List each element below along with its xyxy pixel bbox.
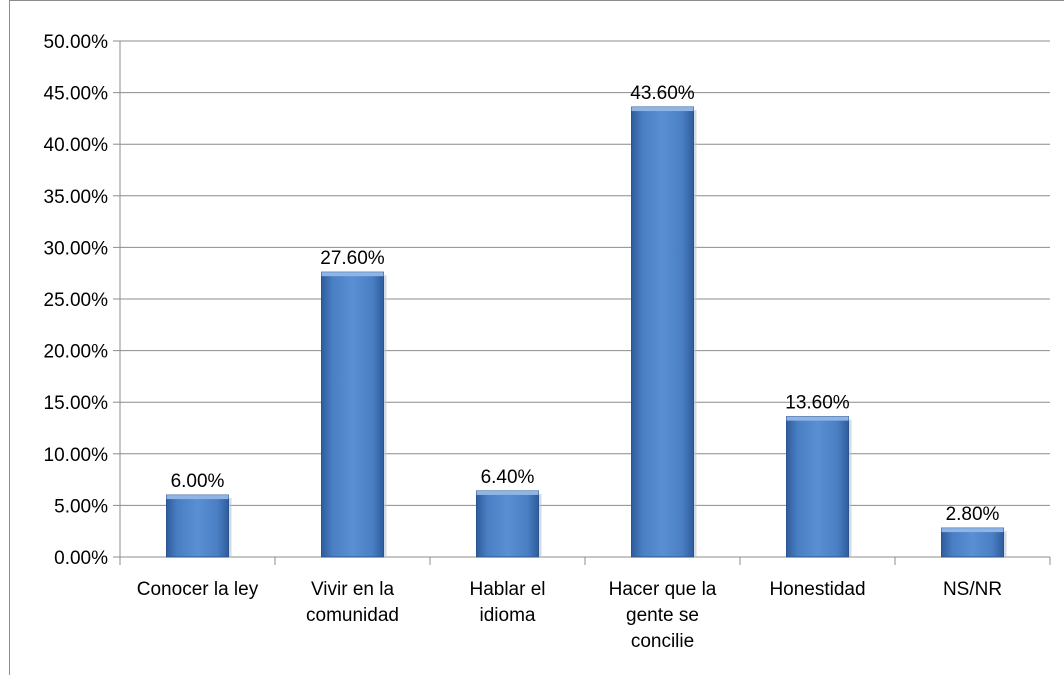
category-label-line: Conocer la ley [137, 579, 259, 600]
axes [113, 40, 1051, 565]
y-tick-label: 20.00% [44, 342, 109, 363]
y-tick-label: 25.00% [44, 290, 109, 311]
category-label-line: Vivir en la [311, 579, 395, 600]
y-tick-label: 45.00% [44, 84, 109, 105]
category-label-line: concilie [631, 631, 694, 652]
bar [786, 416, 849, 558]
category-label: Vivir en la comunidad [306, 579, 399, 626]
category-label-line: Hablar el [469, 579, 545, 600]
bar-top-highlight [941, 528, 1004, 533]
category-label-line: Hacer que la [609, 579, 717, 600]
category-label: NS/NR [943, 579, 1002, 600]
bar-top-highlight [631, 107, 694, 112]
data-label: 2.80% [946, 504, 1000, 525]
bar-top-highlight [166, 495, 229, 500]
y-tick-labels: 0.00% 5.00% 10.00% 15.00% 20.00% 25.00% 30.00%… [44, 32, 109, 569]
bar-top-highlight [321, 272, 384, 277]
gridlines [120, 40, 1050, 558]
data-labels: 6.00% 27.60% 6.40% 43.60% 13.60% 2.80% [171, 83, 1000, 525]
data-label: 6.40% [481, 467, 535, 488]
category-label-line: idioma [480, 605, 536, 626]
bar [321, 271, 384, 558]
data-label: 43.60% [630, 83, 695, 104]
category-label-line: Honestidad [769, 579, 865, 600]
bars [166, 106, 1007, 558]
bar-top-highlight [476, 490, 539, 495]
y-tick-label: 50.00% [44, 32, 109, 53]
y-tick-label: 15.00% [44, 393, 109, 414]
bar [631, 106, 694, 558]
y-tick-label: 0.00% [54, 548, 108, 569]
bar [941, 527, 1004, 558]
category-label: Honestidad [769, 579, 865, 600]
bar-top-highlight [786, 416, 849, 421]
y-tick-label: 40.00% [44, 135, 109, 156]
y-tick-label: 5.00% [54, 496, 108, 517]
category-label-line: gente se [626, 605, 699, 626]
chart-frame [9, 0, 1064, 675]
category-label: Hacer que la gente se concilie [609, 579, 717, 652]
y-tick-label: 10.00% [44, 445, 109, 466]
category-label: Conocer la ley [137, 579, 259, 600]
y-tick-label: 30.00% [44, 238, 109, 259]
category-label: Hablar el idioma [469, 579, 545, 626]
category-label-line: comunidad [306, 605, 399, 626]
data-label: 27.60% [320, 248, 385, 269]
y-tick-label: 35.00% [44, 187, 109, 208]
category-label-line: NS/NR [943, 579, 1002, 600]
data-label: 13.60% [785, 393, 850, 414]
data-label: 6.00% [171, 471, 225, 492]
category-labels: Conocer la ley Vivir en la comunidad Hablar… [137, 579, 1002, 652]
bar [166, 494, 229, 558]
bar [476, 490, 539, 558]
